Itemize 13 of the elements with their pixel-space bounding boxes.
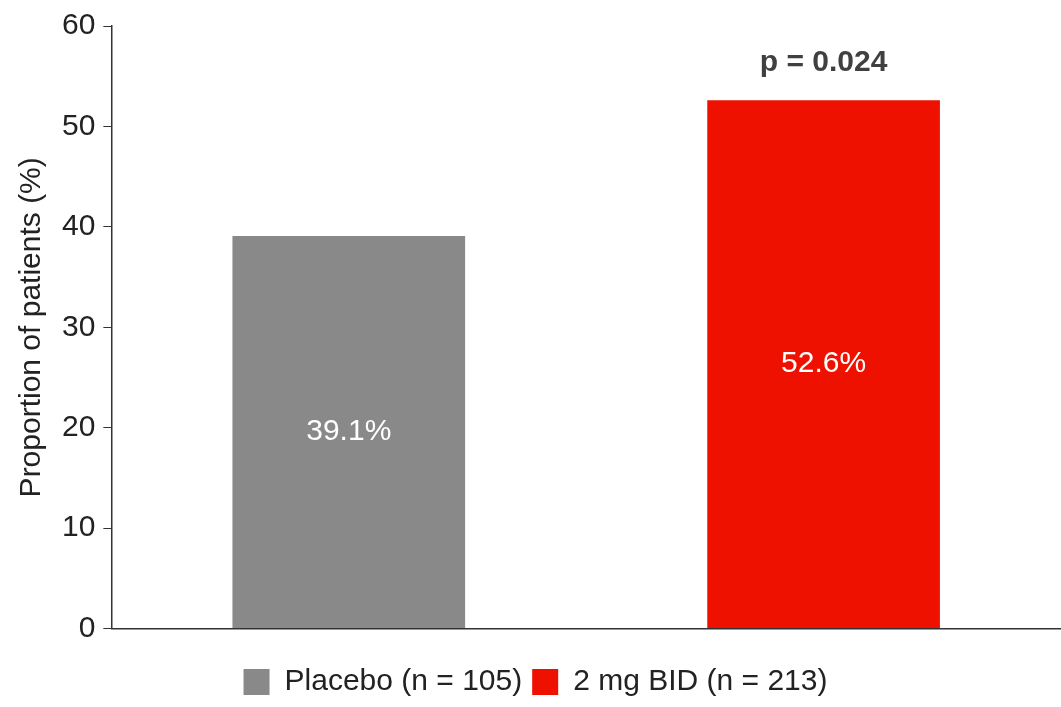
y-tick-label: 30 bbox=[61, 308, 96, 342]
y-tick-label: 20 bbox=[61, 409, 96, 442]
legend-label: 2 mg BID (n = 213) bbox=[573, 663, 828, 697]
y-tick-label: 10 bbox=[61, 509, 96, 543]
y-axis-title: Proportion of patients (%) bbox=[13, 157, 47, 498]
y-tick-label: 50 bbox=[61, 107, 96, 141]
data-label: 52.6% bbox=[781, 345, 867, 379]
data-label: 39.1% bbox=[306, 413, 392, 447]
y-tick-label: 0 bbox=[78, 609, 96, 643]
annotation: p = 0.024 bbox=[759, 43, 888, 77]
y-tick-label: 40 bbox=[61, 208, 96, 242]
legend-label: Placebo (n = 105) bbox=[284, 663, 523, 697]
y-tick-label: 60 bbox=[61, 7, 96, 41]
